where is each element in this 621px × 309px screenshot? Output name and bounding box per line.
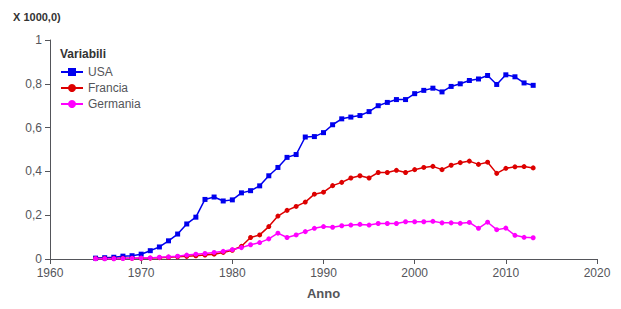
svg-text:Germania: Germania (88, 97, 141, 111)
svg-text:USA: USA (88, 65, 113, 79)
svg-text:0,2: 0,2 (25, 208, 42, 222)
svg-text:2010: 2010 (492, 266, 519, 280)
svg-text:0,6: 0,6 (25, 121, 42, 135)
svg-text:X 1000,0): X 1000,0) (13, 11, 61, 23)
svg-text:Variabili: Variabili (60, 47, 106, 61)
svg-text:0: 0 (35, 252, 42, 266)
svg-text:0,4: 0,4 (25, 164, 42, 178)
svg-text:1980: 1980 (219, 266, 246, 280)
svg-text:2000: 2000 (401, 266, 428, 280)
svg-text:1970: 1970 (128, 266, 155, 280)
svg-text:1960: 1960 (37, 266, 64, 280)
svg-text:2020: 2020 (584, 266, 611, 280)
svg-text:Anno: Anno (307, 286, 340, 301)
svg-text:1990: 1990 (310, 266, 337, 280)
svg-text:0,8: 0,8 (25, 77, 42, 91)
svg-text:1: 1 (35, 33, 42, 47)
svg-text:Francia: Francia (88, 81, 128, 95)
